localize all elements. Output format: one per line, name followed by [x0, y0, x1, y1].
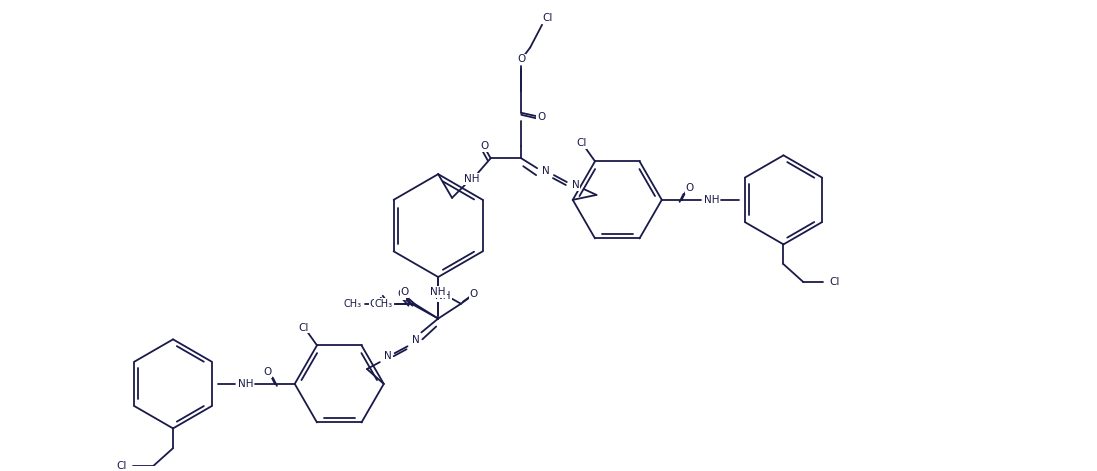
Text: O: O: [370, 299, 378, 309]
Text: NH: NH: [703, 195, 719, 205]
Text: N: N: [384, 351, 392, 361]
Text: NH: NH: [436, 291, 451, 301]
Text: O: O: [480, 141, 489, 152]
Text: CH₃: CH₃: [375, 299, 393, 309]
Text: O: O: [397, 289, 406, 299]
Text: O: O: [400, 287, 409, 297]
Text: Cl: Cl: [116, 461, 127, 471]
Text: Cl: Cl: [576, 138, 586, 148]
Text: NH: NH: [464, 174, 479, 184]
Text: O: O: [686, 183, 693, 193]
Text: O: O: [470, 289, 478, 299]
Text: CH₃: CH₃: [343, 299, 361, 309]
Text: NH: NH: [430, 290, 446, 300]
Text: NH: NH: [430, 287, 446, 297]
Text: O: O: [536, 112, 545, 122]
Text: O: O: [263, 367, 271, 377]
Text: N: N: [572, 180, 579, 190]
Text: Cl: Cl: [829, 277, 840, 287]
Text: NH: NH: [238, 379, 253, 389]
Text: O: O: [517, 54, 525, 65]
Text: N: N: [542, 166, 550, 176]
Text: Cl: Cl: [543, 13, 553, 23]
Text: N: N: [411, 335, 419, 345]
Text: Cl: Cl: [298, 323, 308, 333]
